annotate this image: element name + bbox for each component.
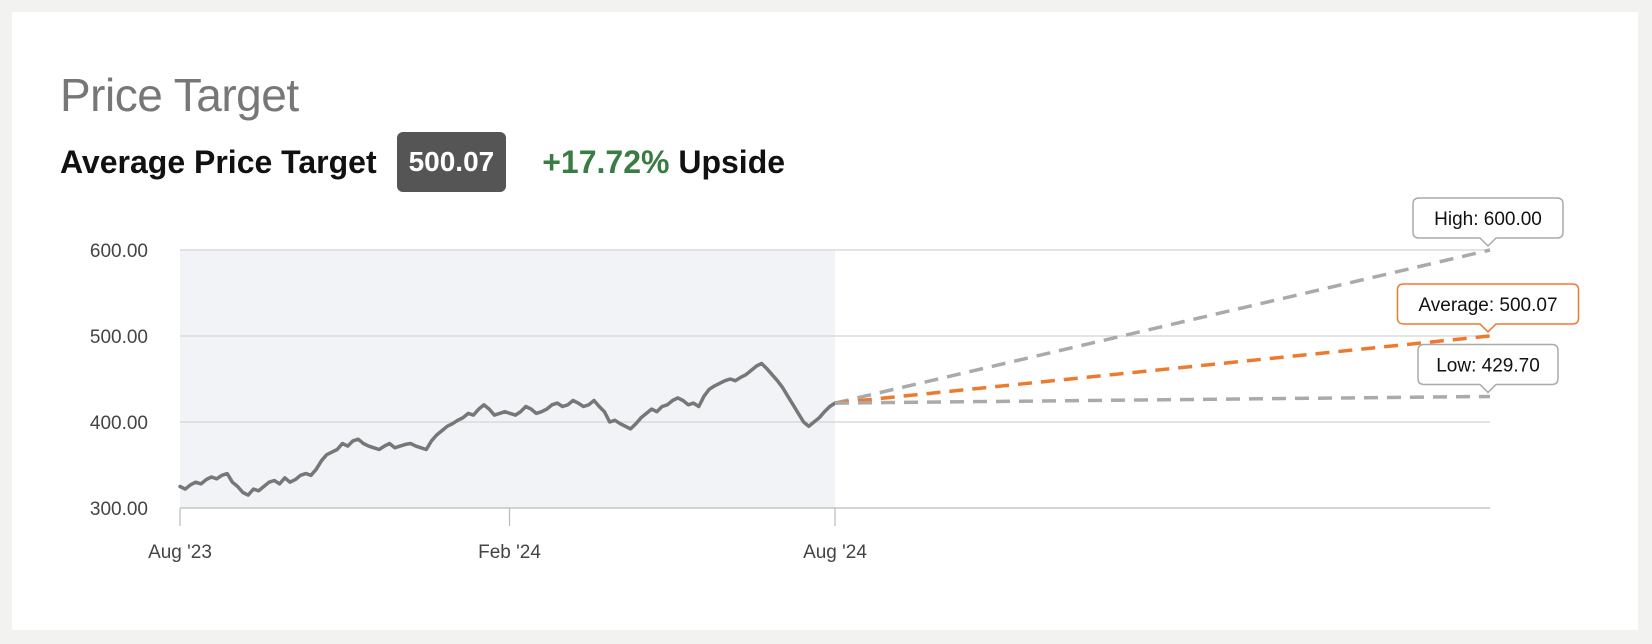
average-price-target-label: Average Price Target — [60, 143, 377, 180]
average-price-target-badge: 500.07 — [396, 132, 507, 192]
callout-label-average: Average: 500.07 — [1418, 295, 1557, 316]
history-line — [178, 361, 837, 497]
y-tick-label: 600.00 — [90, 241, 148, 262]
x-tick-label: Aug '23 — [148, 542, 212, 563]
forecast-line-low — [834, 394, 1491, 405]
y-tick-label: 500.00 — [90, 327, 148, 348]
page-title: Price Target — [60, 69, 299, 121]
callout-high — [1412, 197, 1564, 248]
upside-word: Upside — [678, 143, 786, 180]
callout-label-high: High: 600.00 — [1434, 209, 1542, 230]
callout-low — [1417, 343, 1559, 394]
x-tick-label: Feb '24 — [478, 542, 541, 563]
x-tick-label: Aug '24 — [803, 542, 867, 563]
callout-average — [1396, 283, 1580, 334]
forecast-line-average — [834, 334, 1491, 405]
forecast-line-high — [834, 248, 1491, 405]
upside-percent: +17.72% — [542, 143, 670, 180]
price-target-summary: Average Price Target 500.07 +17.72% Upsi… — [60, 132, 785, 192]
y-tick-label: 300.00 — [90, 499, 148, 520]
y-tick-label: 400.00 — [90, 413, 148, 434]
callout-label-low: Low: 429.70 — [1436, 355, 1540, 376]
upside-indicator: +17.72% Upside — [542, 144, 785, 181]
